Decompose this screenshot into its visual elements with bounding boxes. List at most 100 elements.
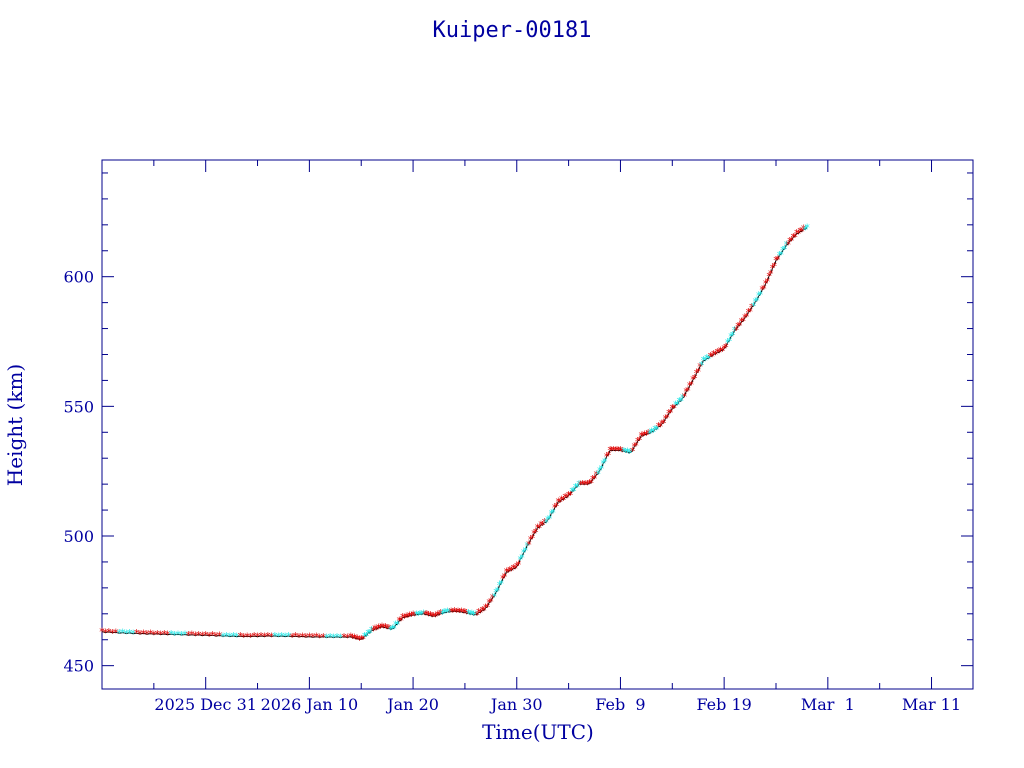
data-point: * <box>341 631 347 644</box>
data-point: * <box>618 444 624 457</box>
data-point: * <box>483 602 489 615</box>
data-point: * <box>137 628 143 641</box>
data-point: * <box>664 412 670 425</box>
data-point: * <box>402 612 408 625</box>
data-point: * <box>555 495 561 508</box>
data-point: * <box>324 631 330 644</box>
data-point: * <box>737 320 743 333</box>
data-point: * <box>504 566 510 579</box>
data-point: * <box>659 418 665 431</box>
data-point: * <box>509 564 515 577</box>
data-point: * <box>523 545 529 558</box>
data-point: * <box>543 517 549 530</box>
data-point: * <box>414 608 420 621</box>
data-point: * <box>654 423 660 436</box>
data-point: * <box>352 632 358 645</box>
data-point: * <box>431 610 437 623</box>
data-point: * <box>585 478 591 491</box>
data-point: * <box>758 288 764 301</box>
data-point: * <box>338 631 344 644</box>
y-tick-label: 500 <box>63 527 94 546</box>
data-point: * <box>110 627 116 640</box>
data-point: * <box>695 366 701 379</box>
data-point: * <box>345 631 351 644</box>
data-point: * <box>452 605 458 618</box>
data-point: * <box>511 562 517 575</box>
data-point: * <box>416 609 422 622</box>
data-point: * <box>770 262 776 275</box>
data-point: * <box>576 478 582 491</box>
data-point: * <box>682 390 688 403</box>
data-point: * <box>632 440 638 453</box>
data-point: * <box>353 633 359 646</box>
data-point: * <box>227 631 233 644</box>
data-point: * <box>307 631 313 644</box>
x-tick-label: Mar 11 <box>902 695 961 714</box>
data-point: * <box>203 629 209 642</box>
data-point: * <box>272 630 278 643</box>
data-point: * <box>784 239 790 252</box>
data-point: * <box>531 527 537 540</box>
data-point: * <box>690 374 696 387</box>
data-point: * <box>310 631 316 644</box>
data-point: * <box>668 406 674 419</box>
data-point: * <box>241 631 247 644</box>
data-point: * <box>471 609 477 622</box>
data-point: * <box>505 566 511 579</box>
data-point: * <box>454 606 460 619</box>
data-point: * <box>289 631 295 644</box>
data-point: * <box>429 610 435 623</box>
data-point: * <box>727 335 733 348</box>
data-point: * <box>739 316 745 329</box>
data-point: * <box>495 585 501 598</box>
data-point: * <box>540 519 546 532</box>
data-point: * <box>393 619 399 632</box>
data-point: * <box>656 420 662 433</box>
data-point: * <box>550 506 556 519</box>
data-point: * <box>362 630 368 643</box>
data-point: * <box>248 631 254 644</box>
data-point: * <box>360 633 366 646</box>
data-point: * <box>521 546 527 559</box>
data-point: * <box>421 607 427 620</box>
data-point: * <box>210 629 216 642</box>
data-point: * <box>773 254 779 267</box>
data-point: * <box>583 478 589 491</box>
data-point: * <box>424 608 430 621</box>
data-point: * <box>497 579 503 592</box>
data-point: * <box>327 631 333 644</box>
data-point: * <box>165 629 171 642</box>
data-point: * <box>561 494 567 507</box>
data-point: * <box>476 606 482 619</box>
data-point: * <box>364 630 370 643</box>
data-point: * <box>588 477 594 490</box>
data-point: * <box>651 426 657 439</box>
data-point: * <box>733 324 739 337</box>
x-tick-label: 2025 Dec 31 <box>154 695 257 714</box>
data-point: * <box>172 629 178 642</box>
data-point: * <box>383 621 389 634</box>
data-point: * <box>220 630 226 643</box>
data-point: * <box>742 311 748 324</box>
data-point: * <box>450 606 456 619</box>
data-point: * <box>334 631 340 644</box>
data-point: * <box>792 231 798 244</box>
data-point: * <box>255 631 261 644</box>
data-point: * <box>799 226 805 239</box>
data-point: * <box>161 628 167 641</box>
data-point: * <box>436 609 442 622</box>
data-point: * <box>460 607 466 620</box>
data-point: * <box>763 278 769 291</box>
data-point: * <box>238 630 244 643</box>
data-point: * <box>595 468 601 481</box>
data-point: * <box>485 601 491 614</box>
data-point: * <box>224 630 230 643</box>
data-point: * <box>689 378 695 391</box>
y-axis: 450 500 550 600 <box>63 172 973 676</box>
data-point: * <box>355 632 361 645</box>
data-point: * <box>796 228 802 241</box>
data-point: * <box>716 347 722 360</box>
data-point: * <box>498 578 504 591</box>
data-point: * <box>778 248 784 261</box>
data-point: * <box>547 512 553 525</box>
